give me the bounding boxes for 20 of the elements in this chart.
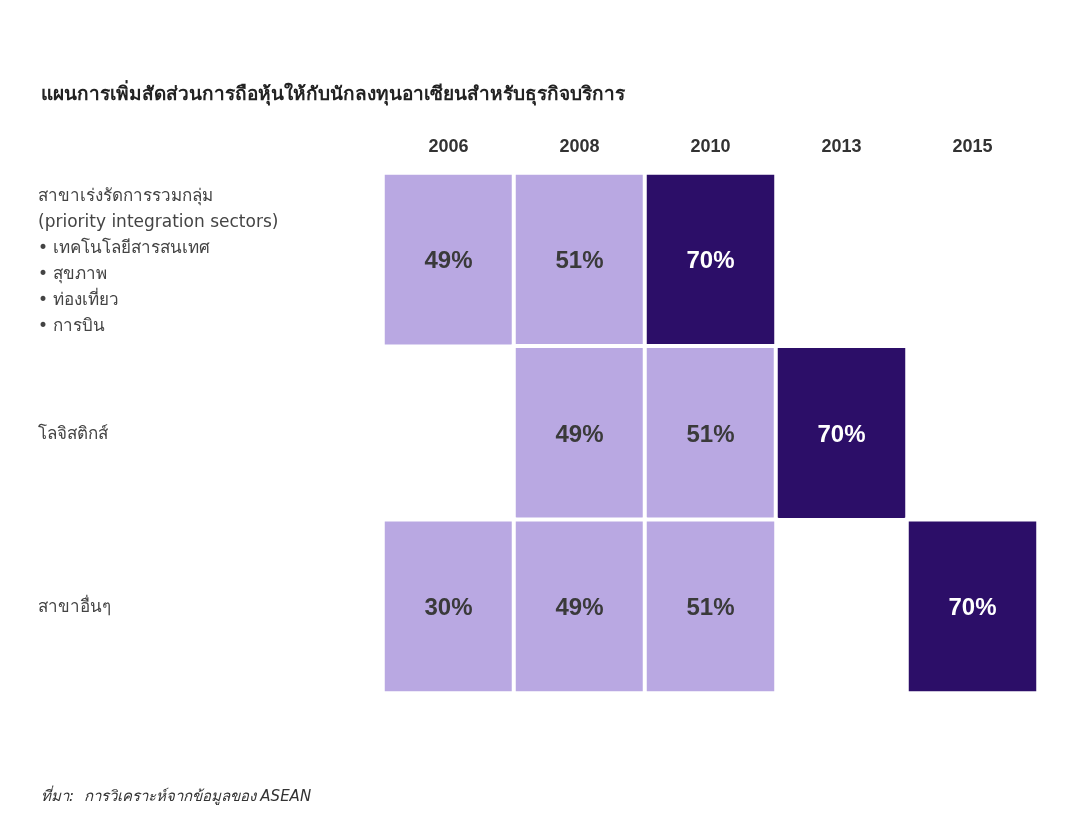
x-tick-label: 2006 [428, 136, 469, 156]
x-tick-label: 2015 [952, 136, 993, 156]
text: ที่มา: การวิเคราะห์จากข้อมูลของ ASEAN [41, 784, 312, 805]
data-label: 49% [555, 592, 604, 620]
data-label: 49% [424, 246, 473, 274]
data-label: 70% [817, 419, 866, 447]
y-tick-label: โลจิสติกส์ [38, 423, 109, 443]
data-label: 30% [424, 592, 473, 620]
x-tick-label: 2013 [821, 136, 862, 156]
y-tick-label: สาขาอื่นๆ [38, 594, 111, 617]
y-tick-label: สาขาเร่งรัดการรวมกลุ่ม (priority integration sectors) • เทคโนโลยีสารสนเทศ • สุขภาพ • ท่องเที่ยว • การบิน [38, 184, 279, 335]
data-label: 49% [555, 419, 604, 447]
data-label: 70% [948, 592, 997, 620]
chart-title: แผนการเพิ่มสัดส่วนการถือหุ้นให้กับนักลงทุนอาเซียนสำหรับธุรกิจบริการ [41, 79, 626, 106]
x-tick-label: 2010 [690, 136, 731, 156]
data-label: 51% [686, 592, 735, 620]
data-label: 70% [686, 246, 735, 274]
data-label: 51% [686, 419, 735, 447]
x-tick-label: 2008 [559, 136, 600, 156]
data-label: 51% [555, 246, 604, 274]
